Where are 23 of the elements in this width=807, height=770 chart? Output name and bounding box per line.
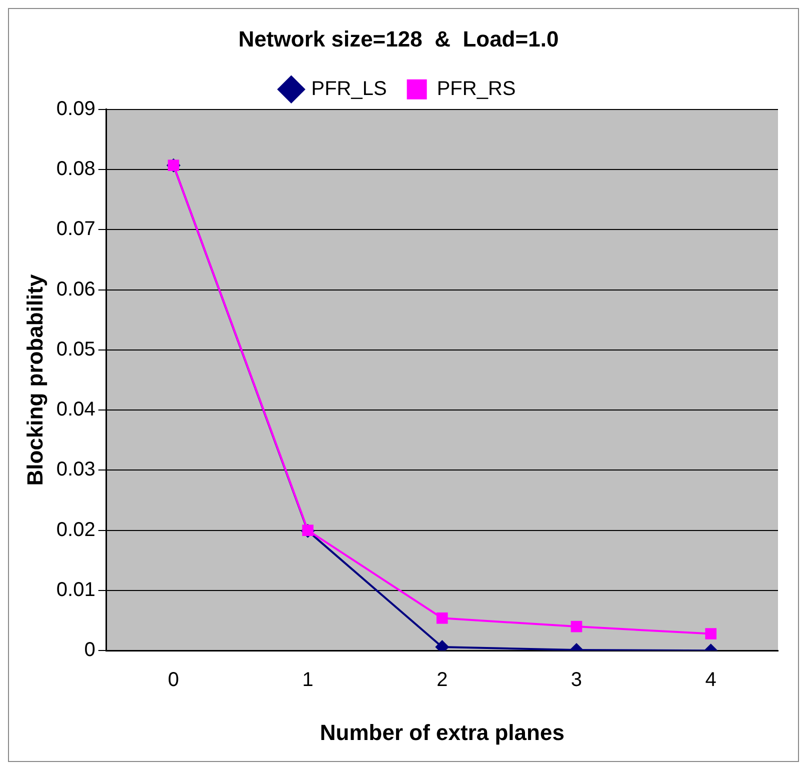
point [705, 628, 716, 640]
y-tick-label: 0.08 [56, 158, 96, 180]
point [436, 612, 448, 624]
x-tick-label: 1 [302, 669, 314, 692]
y-tick-label: 0 [84, 639, 96, 662]
chart-title: Network size=128 & Load=1.0 [238, 26, 559, 52]
legend-label: PFR_RS [436, 78, 516, 100]
point [570, 620, 582, 632]
y-tick-label: 0.01 [56, 578, 96, 601]
y-tick-label: 0.04 [56, 398, 96, 421]
x-tick-label: 4 [705, 669, 716, 692]
x-tick-label: 3 [570, 669, 582, 692]
y-tick-label: 0.06 [56, 278, 96, 300]
legend-label: PFR_LS [311, 78, 387, 100]
y-axis-title: Blocking probability [22, 274, 48, 486]
y-tick-label: 0.05 [56, 338, 96, 360]
x-tick-label: 0 [168, 669, 180, 692]
x-tick-label: 2 [436, 669, 448, 692]
y-tick-label: 0.02 [56, 518, 96, 541]
x-axis-title: Number of extra planes [320, 720, 564, 745]
y-tick-label: 0.07 [56, 218, 96, 240]
y-tick-label: 0.03 [56, 458, 96, 481]
y-tick-label: 0.09 [56, 98, 96, 120]
